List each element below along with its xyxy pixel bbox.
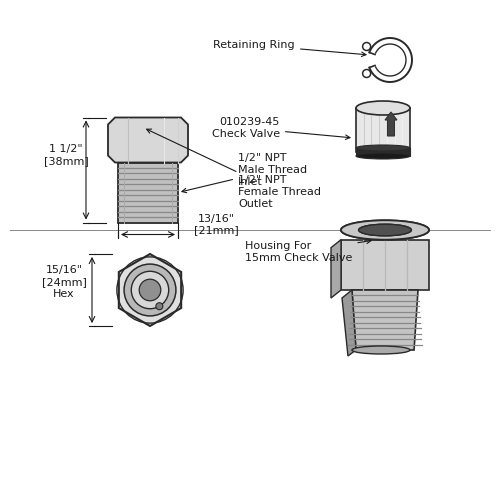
Polygon shape <box>119 254 181 326</box>
Circle shape <box>156 302 163 310</box>
Polygon shape <box>108 118 188 162</box>
Text: 1/2" NPT
Female Thread
Outlet: 1/2" NPT Female Thread Outlet <box>146 129 321 208</box>
Ellipse shape <box>356 145 410 151</box>
Bar <box>356 108 410 152</box>
Bar <box>356 148 410 156</box>
Polygon shape <box>118 162 178 222</box>
Text: 1 1/2"
[38mm]: 1 1/2" [38mm] <box>44 144 88 166</box>
Text: Housing For
15mm Check Valve: Housing For 15mm Check Valve <box>245 239 371 263</box>
Polygon shape <box>331 240 341 298</box>
Text: 13/16"
[21mm]: 13/16" [21mm] <box>194 214 238 236</box>
Polygon shape <box>342 290 356 356</box>
Circle shape <box>124 264 176 316</box>
Ellipse shape <box>341 220 429 240</box>
Text: 010239-45
Check Valve: 010239-45 Check Valve <box>212 117 350 140</box>
Ellipse shape <box>358 224 412 236</box>
Ellipse shape <box>341 220 429 240</box>
Ellipse shape <box>358 224 412 236</box>
Circle shape <box>139 279 161 301</box>
Circle shape <box>132 272 168 308</box>
Polygon shape <box>352 290 418 350</box>
Text: 15/16"
[24mm]
Hex: 15/16" [24mm] Hex <box>42 266 86 298</box>
Ellipse shape <box>352 346 410 354</box>
Ellipse shape <box>356 153 410 159</box>
Polygon shape <box>341 240 429 290</box>
Text: Retaining Ring: Retaining Ring <box>214 40 366 56</box>
Text: 1/2" NPT
Male Thread
Inlet: 1/2" NPT Male Thread Inlet <box>182 154 307 192</box>
FancyArrow shape <box>385 112 397 136</box>
Ellipse shape <box>356 101 410 115</box>
